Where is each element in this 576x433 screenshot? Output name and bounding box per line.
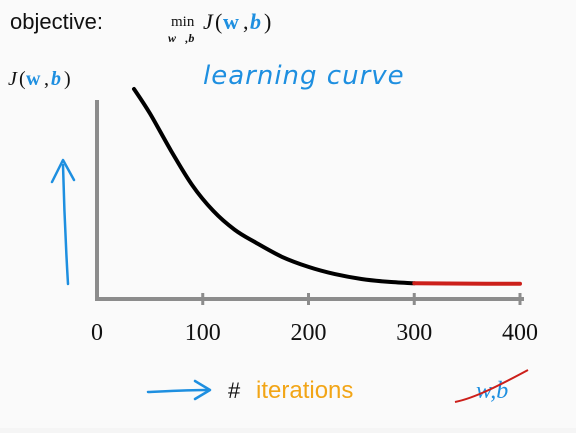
objective-b: b — [250, 9, 261, 34]
objective-function: J ( w⃗ , b ) — [203, 9, 271, 34]
objective-label: objective: — [10, 9, 103, 34]
ylabel-comma: , — [44, 68, 49, 90]
arrow-right-icon — [146, 379, 212, 401]
xlabel-iterations: iterations — [256, 377, 353, 404]
x-tick-label: 0 — [91, 320, 103, 346]
ylabel-close-paren: ) — [64, 68, 71, 90]
ylabel-J: J — [8, 68, 18, 90]
arrow-up-icon — [50, 158, 76, 286]
objective-close-paren: ) — [264, 9, 271, 34]
xlabel-hash: # — [228, 378, 241, 403]
y-axis-label: J ( w⃗ , b ) — [8, 68, 71, 90]
x-tick-label: 200 — [291, 320, 327, 346]
x-tick-label: 100 — [185, 320, 221, 346]
ylabel-w: w⃗ — [26, 68, 56, 90]
x-tick-label: 400 — [502, 320, 538, 346]
ylabel-b: b — [51, 68, 61, 90]
series-line-descent — [132, 87, 417, 286]
min-operator: min — [171, 14, 195, 30]
x-tick-label: 300 — [396, 320, 432, 346]
series-line-plateau — [412, 281, 522, 286]
objective-w: w⃗ — [223, 9, 256, 34]
series-group — [132, 87, 522, 286]
chart-title: learning curve — [203, 61, 405, 91]
objective-J: J — [203, 9, 214, 34]
min-subscript: w⃗,b — [168, 31, 194, 45]
objective-open-paren: ( — [215, 9, 222, 34]
x-ticks: 0 100 200 300 400 — [91, 293, 538, 346]
ylabel-open-paren: ( — [19, 68, 26, 90]
objective-comma: , — [243, 9, 249, 34]
strike-through-mark — [454, 369, 529, 403]
